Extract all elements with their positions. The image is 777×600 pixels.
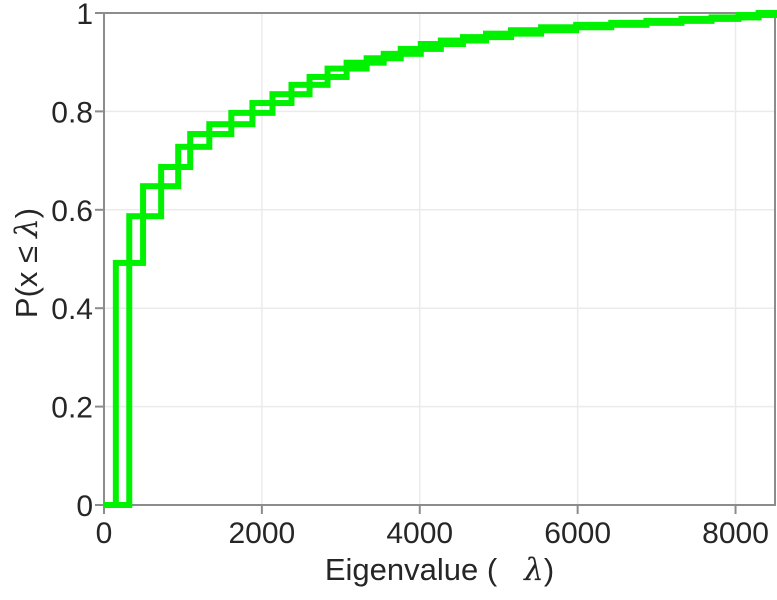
- lambda-symbol: λ: [524, 552, 544, 588]
- axes-box: [103, 12, 776, 506]
- cdf-step: [755, 10, 777, 18]
- cdf-step: [187, 131, 213, 150]
- y-axis-label-close: ): [9, 207, 44, 219]
- cdf-step: [288, 81, 313, 98]
- y-axis-label: P(x ≤ λ): [9, 208, 45, 318]
- cdf-step: [324, 65, 350, 80]
- cdf-step: [343, 59, 370, 72]
- x-tick-label: 6000: [544, 517, 611, 550]
- cdf-step: [735, 11, 762, 21]
- cdf-step: [269, 91, 295, 107]
- cdf-step: [249, 100, 276, 116]
- cdf-step: [508, 27, 545, 37]
- cdf-step: [459, 34, 489, 44]
- cdf-step: [643, 17, 685, 26]
- y-tick-label: 0: [76, 490, 93, 523]
- x-tick-label: 0: [96, 517, 113, 550]
- cdf-step: [437, 37, 466, 47]
- cdf-step: [397, 45, 424, 57]
- x-tick-label: 8000: [702, 517, 769, 550]
- cdf-step: [306, 73, 331, 88]
- y-tick-label: 1: [76, 0, 93, 31]
- cdf-step: [140, 183, 165, 220]
- cdf-step: [158, 163, 182, 190]
- y-tick-label: 0.8: [51, 96, 93, 129]
- lambda-symbol: λ: [9, 218, 45, 238]
- cdf-step: [206, 121, 235, 138]
- cdf-step: [608, 19, 650, 28]
- x-tick-label: 4000: [386, 517, 453, 550]
- x-axis-label-text: Eigenvalue (: [324, 552, 498, 587]
- cdf-step: [573, 21, 615, 31]
- cdf-step: [708, 14, 742, 22]
- y-tick-label: 0.4: [51, 293, 93, 326]
- cdf-step: [175, 143, 194, 170]
- cdf-step: [126, 213, 147, 266]
- y-axis-label-text: P(x ≤: [9, 245, 44, 319]
- cdf-step: [417, 40, 444, 52]
- cdf-step: [228, 109, 256, 128]
- cdf-step: [482, 30, 515, 41]
- x-axis-label-close: ): [543, 552, 555, 587]
- x-tick-label: 2000: [229, 517, 296, 550]
- cdf-step: [538, 24, 580, 34]
- y-tick-label: 0.2: [51, 392, 93, 425]
- cdf-step: [678, 15, 715, 24]
- cdf-step: [112, 259, 133, 508]
- x-axis-label: Eigenvalue ( λ): [104, 552, 775, 588]
- y-tick-label: 0.6: [51, 195, 93, 228]
